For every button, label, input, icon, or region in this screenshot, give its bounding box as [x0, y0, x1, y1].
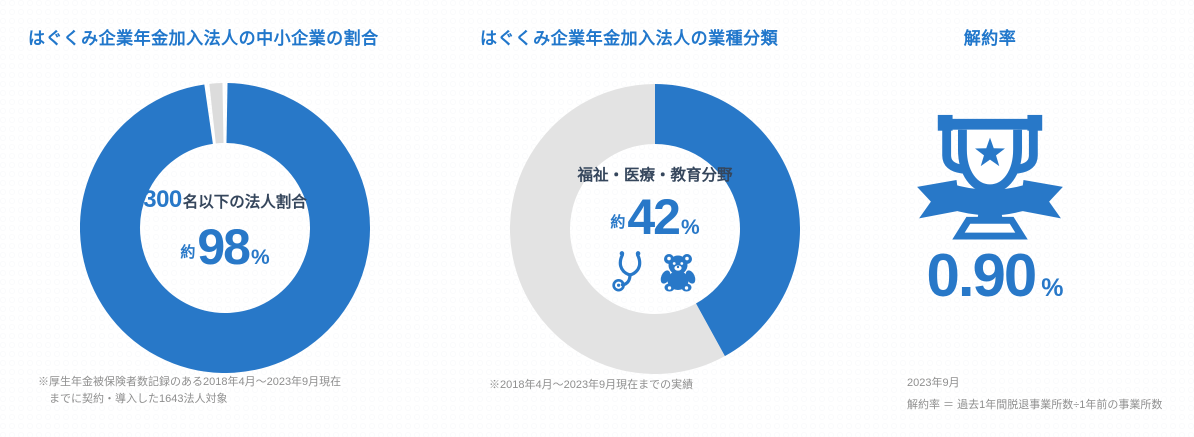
sme-value: 約 98 %: [180, 222, 269, 272]
cancellation-footnote-line2: 解約率 ＝ 過去1年間脱退事業所数÷1年前の事業所数: [907, 399, 1163, 411]
sme-center-number: 300: [143, 186, 182, 214]
sme-donut-center: 300名以下の法人割合 約 98 %: [80, 83, 370, 373]
industry-approx: 約: [610, 214, 626, 232]
stethoscope-icon: [612, 251, 642, 292]
sme-percent-sign: %: [250, 245, 270, 269]
cancellation-rate: 0.90 %: [890, 246, 1100, 306]
industry-donut-chart: [510, 84, 800, 374]
trophy-icon: [917, 114, 1063, 240]
cancellation-footnote: 2023年9月 解約率 ＝ 過去1年間脱退事業所数÷1年前の事業所数: [907, 372, 1162, 416]
cancellation-footnote-line1: 2023年9月: [907, 377, 960, 389]
industry-percent-value: 42: [627, 189, 681, 246]
sme-donut-chart: [80, 83, 370, 373]
trophy-wrap: [911, 110, 1069, 242]
industry-icons: [611, 250, 699, 292]
teddy-bear-icon: [660, 254, 696, 292]
panel-sme-title: はぐくみ企業年金加入法人の中小企業の割合: [28, 29, 379, 48]
sme-approx: 約: [180, 243, 196, 261]
sme-center-label-text: 名以下の法人割合: [182, 194, 307, 212]
industry-donut-center: 福祉・医療・教育分野 約 42 %: [510, 84, 800, 374]
sme-footnote: ※厚生年金被保険者数記録のある2018年4月～2023年9月現在 までに契約・導…: [38, 374, 341, 408]
cancellation-rate-value: 0.90: [926, 242, 1037, 309]
panel-industry-title: はぐくみ企業年金加入法人の業種分類: [480, 29, 779, 48]
sme-footnote-line2: までに契約・導入した1643法人対象: [49, 393, 228, 406]
industry-center-label: 福祉・医療・教育分野: [577, 166, 733, 184]
sme-footnote-line1: ※厚生年金被保険者数記録のある2018年4月～2023年9月現在: [38, 376, 342, 388]
industry-footnote: ※2018年4月～2023年9月現在までの実績: [489, 379, 694, 391]
industry-percent-sign: %: [680, 216, 700, 240]
cancellation-rate-sign: %: [1041, 274, 1064, 302]
industry-value: 約 42 %: [610, 192, 699, 242]
panel-cancellation-title: 解約率: [963, 29, 1017, 48]
sme-percent-value: 98: [197, 218, 251, 275]
sme-center-label: 300名以下の法人割合: [143, 184, 307, 215]
